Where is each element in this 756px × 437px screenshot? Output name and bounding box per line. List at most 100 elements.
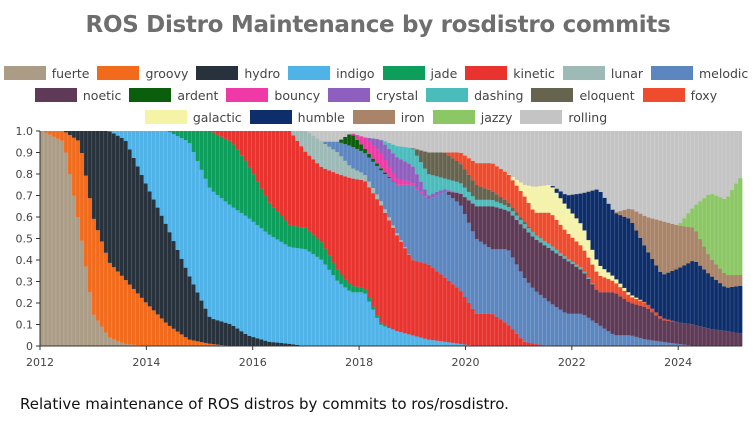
bar-segment-foxy: [490, 163, 496, 192]
bar-segment-kinetic: [347, 177, 352, 284]
bar-segment-foxy: [610, 280, 615, 293]
bar-segment-indigo: [438, 341, 444, 346]
legend-label-melodic: melodic: [699, 65, 749, 81]
bar-segment-lunar: [295, 131, 300, 141]
bar-segment-noetic: [590, 284, 595, 321]
bar-segment-indigo: [323, 264, 328, 346]
bar-segment-noetic: [662, 320, 667, 342]
bar-segment-hydro: [223, 322, 228, 346]
bar-segment-humble: [566, 195, 571, 209]
bar-segment-crystal: [426, 195, 432, 200]
bar-segment-galactic: [634, 297, 639, 299]
bar-segment-indigo: [123, 131, 129, 142]
bar-segment-hydro: [107, 131, 113, 263]
bar-segment-groovy: [135, 293, 141, 346]
bar-segment-dashing: [434, 176, 440, 193]
bar-segment-kinetic: [418, 262, 424, 338]
bar-segment-eloquent: [478, 186, 484, 200]
bar-segment-bouncy: [398, 179, 404, 185]
bar-segment-indigo: [363, 293, 368, 346]
bar-segment-kinetic: [319, 166, 324, 243]
bar-segment-crystal: [387, 148, 392, 167]
bar-segment-humble: [570, 194, 575, 214]
bar-segment-fuerte: [75, 217, 81, 346]
bar-segment-groovy: [199, 342, 204, 346]
bar-segment-ardent: [387, 176, 392, 178]
bar-segment-hydro: [139, 174, 145, 298]
legend-label-dashing: dashing: [474, 87, 524, 103]
bar-segment-groovy: [63, 132, 69, 153]
bar-segment-foxy: [554, 219, 559, 250]
legend-swatch-kinetic: [465, 66, 508, 80]
bar-segment-noetic: [446, 191, 452, 195]
bar-segment-jade: [175, 131, 180, 137]
bar-segment-eloquent: [414, 149, 420, 156]
bar-segment-dashing: [410, 149, 416, 167]
legend-item-noetic: noetic: [34, 88, 126, 103]
bar-segment-indigo: [394, 331, 400, 346]
bar-segment-lunar: [367, 181, 372, 188]
bar-segment-iron: [626, 208, 631, 219]
bar-segment-lunar: [371, 187, 376, 194]
bar-segment-ardent: [359, 144, 364, 151]
bar-segment-iron: [738, 275, 743, 286]
bar-segment-lunar: [359, 172, 364, 180]
bar-segment-melodic: [391, 181, 396, 226]
bar-segment-fuerte: [127, 344, 133, 346]
bar-segment-kinetic: [482, 313, 488, 346]
bar-segment-indigo: [247, 218, 252, 336]
bar-segment-noetic: [694, 325, 699, 346]
bar-segment-melodic: [578, 313, 583, 346]
bar-segment-melodic: [442, 191, 448, 278]
bar-segment-lunar: [355, 170, 360, 180]
bar-segment-dashing: [486, 199, 492, 207]
bar-segment-eloquent: [434, 152, 440, 177]
bar-segment-indigo: [291, 247, 296, 345]
bar-segment-galactic: [578, 223, 583, 246]
bar-segment-kinetic: [430, 268, 436, 341]
bar-segment-kinetic: [219, 131, 224, 137]
bar-segment-groovy: [215, 344, 220, 346]
bar-segment-humble: [658, 271, 663, 317]
bar-segment-kinetic: [410, 260, 416, 336]
bar-segment-jazzy: [702, 198, 707, 247]
bar-segment-melodic: [590, 320, 595, 346]
bar-segment-groovy: [71, 137, 77, 196]
bar-segment-melodic: [642, 339, 647, 346]
bar-segment-groovy: [51, 131, 57, 137]
bar-segment-crystal: [446, 190, 452, 192]
bar-segment-kinetic: [279, 131, 284, 216]
bar-segment-indigo: [347, 290, 352, 346]
bar-segment-foxy: [602, 277, 607, 293]
legend-swatch-rolling: [520, 110, 563, 124]
bar-segment-jazzy: [730, 190, 735, 276]
bar-segment-eloquent: [486, 189, 492, 200]
bar-segment-melodic: [514, 264, 519, 334]
bar-segment-dashing: [494, 201, 500, 208]
bar-segment-bouncy: [402, 180, 408, 185]
bar-segment-iron: [706, 254, 711, 274]
legend-item-fuerte: fuerte: [3, 66, 94, 81]
bar-segment-melodic: [343, 144, 348, 161]
bar-segment-indigo: [331, 275, 336, 346]
bar-segment-indigo: [279, 241, 284, 343]
bar-segment-eloquent: [450, 158, 456, 181]
bar-segment-lunar: [307, 133, 312, 156]
legend-label-jade: jade: [430, 65, 458, 81]
bar-segment-jade: [315, 238, 320, 257]
bar-segment-indigo: [351, 292, 356, 346]
bar-segment-kinetic: [422, 263, 428, 339]
bar-segment-galactic: [566, 208, 571, 234]
legend-item-eloquent: eloquent: [531, 88, 638, 103]
bar-segment-lunar: [291, 131, 296, 136]
bar-segment-foxy: [510, 180, 515, 208]
y-tick-label: 0.1: [16, 319, 34, 332]
bar-segment-noetic: [726, 331, 731, 346]
bar-segment-dashing: [458, 183, 464, 194]
legend-label-jazzy: jazzy: [480, 109, 513, 125]
bar-segment-galactic: [638, 299, 643, 301]
bar-segment-dashing: [542, 240, 547, 246]
bar-segment-kinetic: [538, 344, 543, 346]
bar-segment-groovy: [91, 218, 97, 315]
bar-segment-melodic: [470, 231, 476, 309]
